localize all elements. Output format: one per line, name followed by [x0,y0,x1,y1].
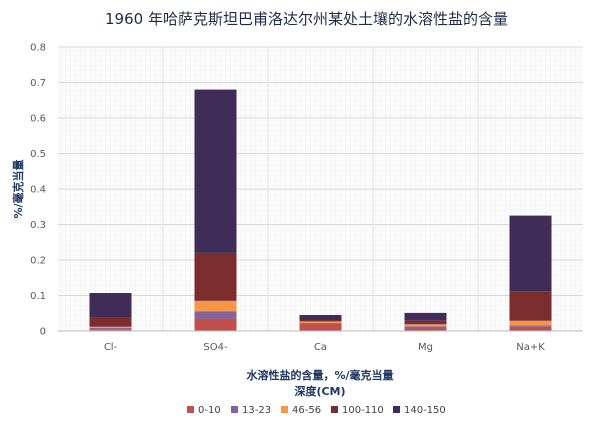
bar-segment [509,325,552,327]
bar-segment [299,322,342,324]
bar-segment [509,320,552,326]
y-tick-label: 0.1 [30,291,46,302]
bar-segment [194,318,237,331]
x-tick-label: Cl- [104,342,118,353]
bar-segment [404,328,447,331]
bar-segment [299,315,342,320]
bar-segment [404,312,447,321]
legend-swatch [393,406,400,413]
legend-label: 100-110 [342,405,384,416]
legend-label: 0-10 [198,405,221,416]
x-axis-sublabel: 深度(CM) [294,384,345,398]
x-tick-label: Ca [314,342,327,353]
legend-label: 13-23 [242,405,271,416]
legend-swatch [231,406,238,413]
x-tick-label: Mg [418,342,433,353]
bar-segment [89,326,132,328]
bar-segment [194,89,237,253]
legend-swatch [281,406,288,413]
bar-segment [404,320,447,325]
y-tick-label: 0.5 [30,149,46,160]
bar-segment [89,327,132,330]
bar-segment [299,321,342,323]
y-tick-label: 0.4 [30,185,46,196]
bar-segment [89,293,132,318]
y-axis-label: %/毫克当量 [11,159,25,218]
bar-segment [89,317,132,327]
y-tick-label: 0.2 [30,256,46,267]
chart-title: 1960 年哈萨克斯坦巴甫洛达尔州某处土壤的水溶性盐的含量 [105,10,508,28]
bar-segment [404,324,447,327]
bar-segment [194,311,237,319]
y-tick-label: 0.7 [30,78,46,89]
legend-label: 46-56 [292,405,321,416]
y-tick-label: 0 [40,327,46,338]
x-tick-label: SO4- [203,342,228,353]
legend-swatch [331,406,338,413]
y-tick-label: 0.8 [30,43,46,54]
bar-segment [404,326,447,329]
bar-segment [299,319,342,322]
x-tick-label: Na+K [516,342,545,353]
x-axis-label: 水溶性盐的含量，%/毫克当量 [246,368,393,382]
y-tick-label: 0.3 [30,220,46,231]
bar-segment [509,291,552,321]
bar-segment [509,326,552,331]
bar-segment [299,323,342,331]
legend-swatch [187,406,194,413]
bar-segment [509,215,552,292]
bar-segment [194,300,237,312]
y-tick-label: 0.6 [30,114,46,125]
bar-segment [89,329,132,331]
legend-label: 140-150 [404,405,446,416]
bar-segment [194,252,237,301]
